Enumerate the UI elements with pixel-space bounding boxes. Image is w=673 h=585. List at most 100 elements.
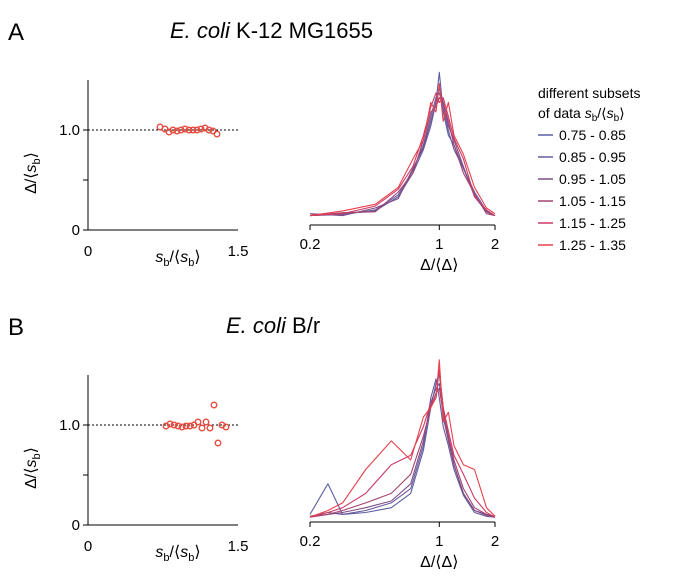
x-axis-label: Δ/⟨Δ⟩	[420, 257, 458, 274]
legend-items: 0.75 - 0.85 0.85 - 0.95 0.95 - 1.05 1.05 - …	[538, 127, 626, 253]
legend-title-var: s	[585, 105, 592, 121]
axis-label-part: ⟩	[194, 544, 200, 561]
data-point	[193, 126, 201, 134]
axis-label-part: s	[23, 460, 40, 468]
data-point	[210, 401, 218, 409]
legend-title-mid: /⟨	[597, 105, 606, 121]
data-point	[206, 424, 214, 432]
panel-a-distribution-plot: 0.2 1 2 Δ/⟨Δ⟩	[300, 71, 499, 274]
axis-label-part: b	[31, 158, 43, 164]
data-point	[198, 424, 206, 432]
axis-label-part: s	[180, 249, 188, 266]
x-axis-label: sb/⟨sb⟩	[155, 249, 200, 269]
data-point	[174, 422, 182, 430]
panel-a-title: E. coli K-12 MG1655	[170, 18, 373, 43]
axis-label-part: /⟨	[170, 544, 181, 561]
series-line	[309, 71, 496, 217]
panel-b-title: E. coli B/r	[226, 313, 320, 338]
x-tick-label: 0.2	[300, 236, 321, 253]
panel-a-scatter-plot: 01.00 1.5sb/⟨sb⟩Δ/⟨sb⟩	[23, 80, 248, 269]
panel-a-title-italic: E. coli	[170, 18, 231, 43]
legend-title-var2: s	[607, 105, 614, 121]
axis-label-part: /⟨	[170, 249, 181, 266]
legend-title-sub2: b	[614, 113, 620, 124]
x-tick-label: 1.5	[228, 243, 249, 260]
legend-label: 0.95 - 1.05	[559, 171, 626, 187]
panel-a-title-rest: K-12 MG1655	[230, 18, 373, 43]
axis-label-part: ⟩	[23, 447, 40, 453]
axis-label-part: s	[180, 544, 188, 561]
y-tick-label: 0	[72, 517, 80, 534]
series-line	[309, 92, 496, 217]
x-tick-label: 1	[435, 533, 443, 550]
axis-label-part: b	[163, 552, 169, 564]
series-line	[309, 383, 496, 518]
legend-title-sub: b	[592, 113, 598, 124]
data-point	[181, 125, 189, 133]
data-point	[222, 423, 230, 431]
y-axis-label: Δ/⟨sb⟩	[23, 447, 43, 489]
x-tick-label: 2	[491, 236, 499, 253]
legend-title-line1: different subsets	[538, 85, 640, 101]
legend-title-end: ⟩	[619, 105, 624, 121]
axis-label-part: s	[155, 544, 163, 561]
series-line	[309, 387, 496, 518]
series-line	[309, 97, 496, 217]
series-line	[309, 378, 496, 518]
data-point	[213, 130, 221, 138]
legend-label: 1.15 - 1.25	[559, 215, 626, 231]
axis-label-part: s	[155, 249, 163, 266]
x-tick-label: 2	[491, 533, 499, 550]
panel-b-letter: B	[8, 314, 24, 341]
axis-label-part: b	[163, 257, 169, 269]
axis-label-part: s	[23, 165, 40, 173]
data-point	[182, 422, 190, 430]
axis-label-part: Δ/⟨	[23, 173, 40, 194]
y-tick-label: 1.0	[59, 417, 80, 434]
x-tick-label: 0.2	[300, 533, 321, 550]
data-point	[186, 422, 194, 430]
data-point	[189, 126, 197, 134]
axis-label-part: b	[31, 453, 43, 459]
legend-label: 1.25 - 1.35	[559, 237, 626, 253]
axis-label-part: ⟩	[194, 249, 200, 266]
panel-b-scatter-plot: 01.00 1.5sb/⟨sb⟩Δ/⟨sb⟩	[23, 375, 248, 564]
legend-label: 1.05 - 1.15	[559, 193, 626, 209]
data-point	[173, 127, 181, 135]
x-axis-label: Δ/⟨Δ⟩	[420, 554, 458, 571]
x-tick-label: 1.5	[228, 538, 249, 555]
data-point	[166, 420, 174, 428]
data-point	[205, 126, 213, 134]
panel-b-distribution-plot: 0.2 1 2 Δ/⟨Δ⟩	[300, 359, 499, 571]
panel-b-title-rest: B/r	[286, 313, 320, 338]
series-line	[309, 83, 496, 217]
series-line	[309, 92, 496, 217]
axis-label-part: b	[188, 257, 194, 269]
data-point	[194, 418, 202, 426]
data-point	[178, 423, 186, 431]
data-point	[177, 126, 185, 134]
legend-title-prefix: of data	[538, 105, 585, 121]
data-point	[185, 126, 193, 134]
x-axis-label: sb/⟨sb⟩	[155, 544, 200, 564]
x-tick-label: 1	[435, 236, 443, 253]
data-point	[214, 439, 222, 447]
y-axis-label: Δ/⟨sb⟩	[23, 152, 43, 194]
axis-label-part: ⟩	[23, 152, 40, 158]
x-tick-label: 0	[84, 538, 92, 555]
data-point	[169, 126, 177, 134]
panel-a-letter: A	[8, 19, 24, 46]
axis-label-part: Δ/⟨	[23, 468, 40, 489]
legend-label: 0.85 - 0.95	[559, 149, 626, 165]
data-point	[197, 125, 205, 133]
series-line	[309, 359, 496, 518]
y-tick-label: 1.0	[59, 122, 80, 139]
y-tick-label: 0	[72, 222, 80, 239]
data-point	[202, 418, 210, 426]
x-tick-label: 0	[84, 243, 92, 260]
data-point	[170, 421, 178, 429]
panel-b-title-italic: E. coli	[226, 313, 287, 338]
axis-label-part: b	[188, 552, 194, 564]
series-line	[309, 87, 496, 217]
